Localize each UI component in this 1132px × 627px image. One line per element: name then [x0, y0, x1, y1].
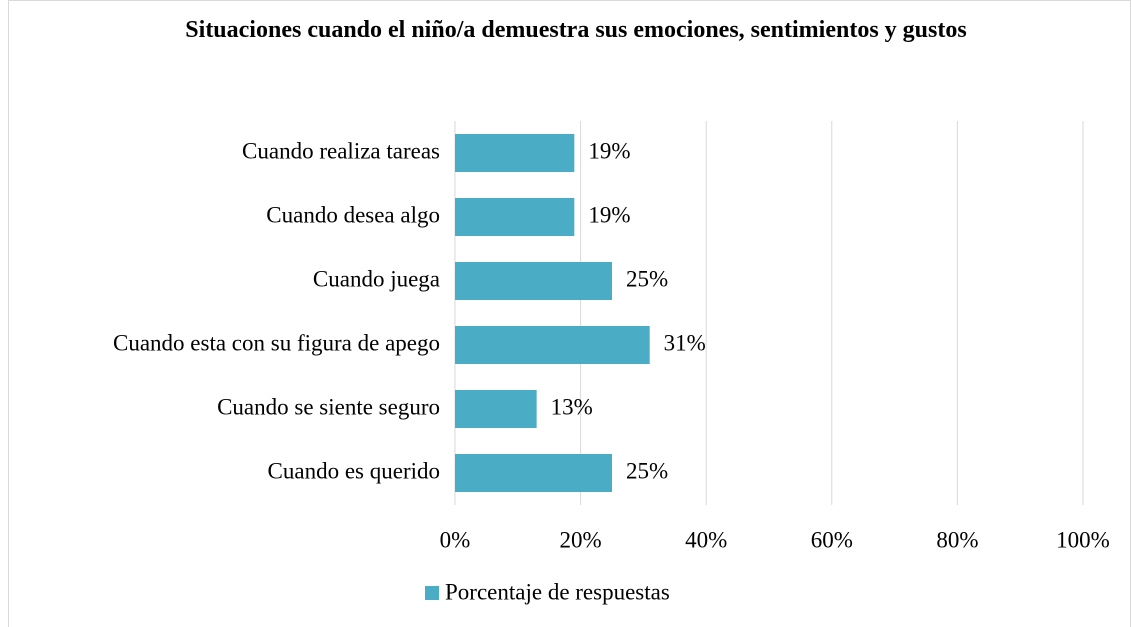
x-tick-label: 80%	[936, 527, 978, 552]
y-tick-label: Cuando esta con su figura de apego	[113, 330, 440, 355]
y-tick-label: Cuando se siente seguro	[217, 394, 440, 419]
bar	[455, 390, 537, 428]
bar	[455, 454, 612, 492]
legend-label: Porcentaje de respuestas	[445, 579, 670, 604]
y-tick-label: Cuando realiza tareas	[242, 138, 440, 163]
chart-border	[8, 0, 1131, 627]
bar	[455, 134, 575, 172]
x-tick-label: 40%	[685, 527, 727, 552]
data-label: 19%	[588, 202, 630, 227]
bar	[455, 262, 612, 300]
chart-title: Situaciones cuando el niño/a demuestra s…	[185, 17, 967, 43]
data-label: 31%	[664, 330, 706, 355]
x-tick-label: 60%	[811, 527, 853, 552]
legend-swatch	[425, 586, 439, 600]
bar	[455, 326, 650, 364]
x-tick-label: 100%	[1056, 527, 1110, 552]
data-label: 19%	[588, 138, 630, 163]
data-label: 25%	[626, 266, 668, 291]
y-tick-label: Cuando juega	[313, 266, 440, 291]
y-tick-label: Cuando desea algo	[266, 202, 440, 227]
data-label: 13%	[551, 394, 593, 419]
y-tick-label: Cuando es querido	[268, 458, 440, 483]
bar	[455, 198, 575, 236]
data-label: 25%	[626, 458, 668, 483]
x-tick-label: 20%	[560, 527, 602, 552]
x-tick-label: 0%	[440, 527, 471, 552]
